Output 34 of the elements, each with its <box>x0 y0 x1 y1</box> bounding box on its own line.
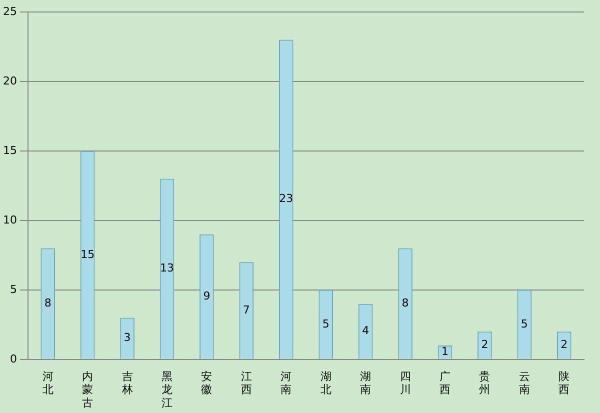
x-tick-label: 河北 <box>42 370 54 396</box>
x-tick-label: 江西 <box>240 370 252 396</box>
y-tick-label: 15 <box>2 144 17 157</box>
data-label: 13 <box>160 262 174 275</box>
x-tick-label: 贵州 <box>479 370 490 396</box>
x-tick-label: 云南 <box>518 370 530 396</box>
data-label: 3 <box>124 331 131 344</box>
data-label: 4 <box>362 324 370 338</box>
x-tick-label: 广西 <box>440 370 450 396</box>
y-tick-label: 0 <box>10 352 17 366</box>
y-tick-label: 25 <box>2 4 17 18</box>
y-tick-label: 5 <box>10 282 17 296</box>
data-label: 5 <box>520 317 528 330</box>
x-tick-label: 黑龙江 <box>162 370 172 410</box>
y-tick-label: 10 <box>2 213 17 226</box>
x-tick-label: 四川 <box>400 370 411 396</box>
x-tick-label: 吉林 <box>120 370 133 396</box>
data-label: 15 <box>80 248 95 261</box>
y-tick-label: 20 <box>2 74 17 88</box>
data-label: 2 <box>560 338 568 352</box>
data-label: 23 <box>279 192 294 206</box>
data-label: 8 <box>402 296 409 310</box>
x-tick-label: 河南 <box>280 370 292 396</box>
x-tick-label: 陕西 <box>558 370 570 396</box>
x-tick-label: 安徽 <box>201 370 212 396</box>
data-label: 9 <box>203 289 210 302</box>
x-tick-label: 内蒙古 <box>82 370 94 410</box>
data-label: 8 <box>44 296 52 310</box>
data-label: 7 <box>242 303 250 316</box>
data-label: 1 <box>442 345 448 358</box>
x-tick-label: 湖南 <box>360 370 372 396</box>
x-tick-label: 湖北 <box>320 370 332 396</box>
data-label: 5 <box>322 317 330 330</box>
data-label: 2 <box>481 338 488 352</box>
